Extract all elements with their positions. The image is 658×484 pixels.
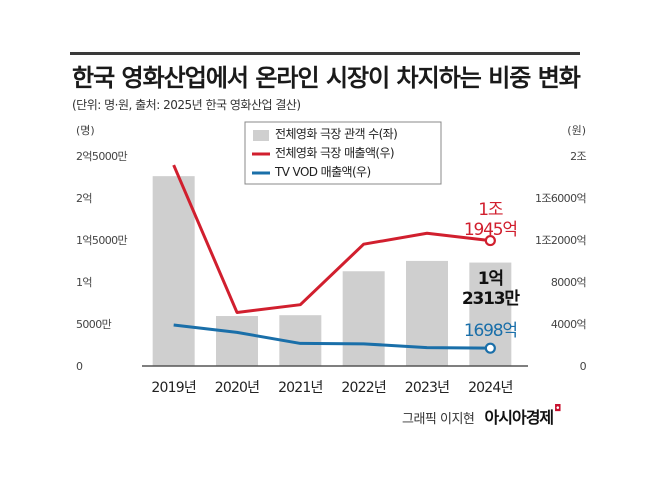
bar-audience [152,176,195,366]
credit-author: 그래픽 이지현 [402,412,475,427]
annotation-vod: 1698억 [464,321,517,341]
legend-label: 전체영화 극장 관객 수(좌) [275,127,397,141]
left-axis-tick: 5000만 [76,318,112,331]
bar-audience [216,316,258,366]
annotation-revenue-line1: 1조 [478,200,503,220]
legend-label: TV VOD 매출액(우) [274,165,371,179]
annotation-audience-line2: 2313만 [462,289,521,309]
legend-label: 전체영화 극장 매출액(우) [275,146,394,160]
bar-audience [406,260,448,366]
x-axis-tick: 2019년 [151,380,196,396]
legend-swatch-bar [253,130,269,141]
right-axis-tick: 2조 [570,150,586,163]
brand-mark-icon: ◘ [554,404,562,414]
bar-audience [342,271,385,366]
annotation-audience-line1: 1억 [478,269,503,289]
x-axis-tick: 2021년 [278,380,323,396]
left-axis-tick: 1억 [76,276,92,289]
title-rule [70,52,580,55]
line-theater-revenue-end-marker [484,234,496,247]
left-axis-tick: 0 [76,360,83,373]
credit: 그래픽 이지현 아시아경제◘ [402,404,561,428]
line-tv-vod-revenue-end-marker [484,342,496,354]
x-axis-tick: 2020년 [215,380,260,396]
right-axis-tick: 4000억 [551,318,586,331]
left-axis-tick: 2억5000만 [76,150,128,163]
right-axis-tick: 0 [580,360,587,373]
right-axis-unit: (원) [567,124,586,137]
annotation-revenue-line2: 1945억 [464,220,517,240]
line-theater-revenue [172,164,491,314]
x-axis-tick: 2024년 [468,380,513,396]
left-axis-unit: (명) [76,124,95,137]
x-axis-tick: 2022년 [341,380,386,396]
line-tv-vod-revenue [173,323,491,350]
subtitle: (단위: 명·원, 출처: 2025년 한국 영화산업 결산) [72,98,301,112]
brand-logo: 아시아경제 [484,408,555,427]
left-axis-tick: 1억5000만 [76,234,128,247]
right-axis-tick: 8000억 [551,276,586,289]
x-axis-tick: 2023년 [405,380,450,396]
legend-box [244,121,442,185]
right-axis-tick: 1조6000억 [535,192,586,205]
left-axis-tick: 2억 [76,192,92,205]
page-title: 한국 영화산업에서 온라인 시장이 차지하는 비중 변화 [72,64,581,92]
right-axis-tick: 1조2000억 [535,234,586,247]
